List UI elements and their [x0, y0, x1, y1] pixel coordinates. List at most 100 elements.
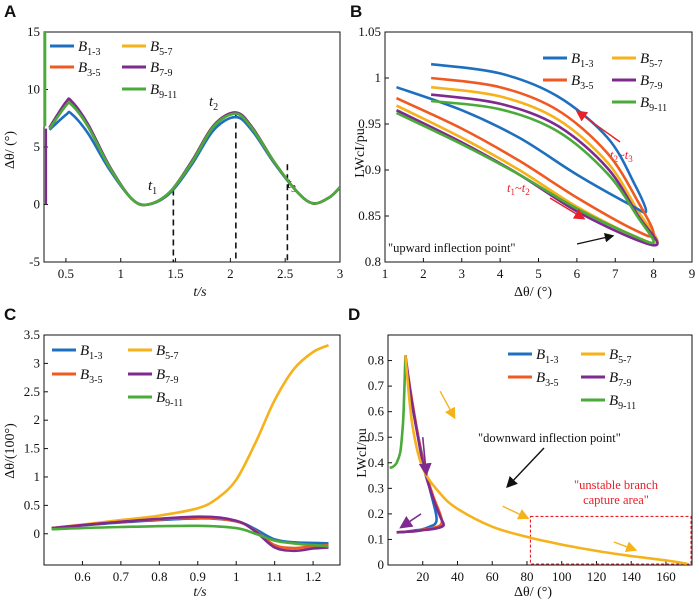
panel-D-legend-label-b911: B9-11 — [609, 393, 636, 412]
legend-base: B — [536, 370, 545, 386]
legend-sub: 9-11 — [618, 401, 636, 412]
panel-B-series-b13 — [396, 62, 648, 215]
legend-sub: 5-7 — [159, 47, 172, 58]
panel-A-ytick-label: 10 — [27, 82, 40, 97]
panel-C-legend-label-b57: B5-7 — [156, 343, 179, 362]
legend-base: B — [640, 73, 649, 89]
panel-C-xtick-label: 0.7 — [113, 569, 130, 584]
legend-base: B — [571, 73, 580, 89]
panel-A-xlabel: t/s — [193, 285, 207, 300]
legend-sub: 3-5 — [87, 68, 100, 79]
panel-B-xtick-label: 1 — [382, 266, 389, 281]
t23-a: t — [610, 148, 614, 162]
panel-B-xtick-label: 3 — [459, 266, 466, 281]
panel-B-xtick-label: 7 — [612, 266, 619, 281]
panel-B-ytick-label: 0.95 — [358, 116, 381, 131]
panel-D-ytick-label: 0.7 — [368, 378, 385, 393]
panel-A-frame — [43, 31, 341, 263]
panel-C-ytick-label: 1 — [34, 469, 41, 484]
panel-B-arrow-inflection — [576, 232, 615, 245]
panel-D-downward-inflection-label: "downward inflection point" — [478, 431, 621, 445]
panel-D-ylabel: LWcI/pu — [355, 428, 370, 478]
panel-B-letter: B — [350, 2, 362, 21]
panel-D-xlabel: Δθ/ (°) — [514, 585, 552, 600]
panel-B-legend-label-b35: B3-5 — [571, 73, 594, 92]
panel-C-xtick-label: 1.1 — [267, 569, 283, 584]
legend-sub: 3-5 — [545, 378, 558, 389]
panel-C-xtick-label: 0.8 — [151, 569, 167, 584]
panel-A-xtick-label: 1 — [117, 266, 124, 281]
panel-D-unstable-label-2: capture area" — [583, 493, 649, 507]
legend-base: B — [609, 393, 618, 409]
t2-base: t — [209, 94, 214, 110]
t12-a: t — [507, 181, 511, 195]
panel-C-legend-label-b35: B3-5 — [80, 367, 103, 386]
panel-A-ylabel: Δθ/ (°) — [3, 131, 18, 169]
panel-C-xlabel: t/s — [193, 585, 207, 600]
legend-sub: 1-3 — [545, 355, 558, 366]
panel-C-legend-label-b13: B1-3 — [80, 343, 103, 362]
panel-C-ytick-label: 3.5 — [24, 327, 40, 342]
panel-B-xtick-label: 6 — [574, 266, 581, 281]
legend-base: B — [640, 95, 649, 111]
panel-D-ytick-label: 0.1 — [368, 531, 384, 546]
panel-B-upward-inflection-label: "upward inflection point" — [388, 241, 516, 255]
panel-C-ytick-label: 0 — [34, 526, 41, 541]
legend-base: B — [156, 367, 165, 383]
panel-D-unstable-capture-box — [529, 515, 692, 565]
panel-C-xtick-label: 1.2 — [305, 569, 321, 584]
panel-C-frame — [43, 334, 341, 566]
panel-D-series-b79 — [396, 355, 445, 534]
panel-D-xtick-label: 60 — [486, 569, 499, 584]
legend-sub: 3-5 — [89, 375, 102, 386]
panel-A-xtick-label: 3 — [337, 266, 344, 281]
panel-D-letter: D — [348, 305, 360, 324]
legend-base: B — [536, 347, 545, 363]
legend-sub: 7-9 — [649, 81, 662, 92]
panel-A-legend-label-b57: B5-7 — [150, 39, 173, 58]
panel-D-ytick-label: 0.5 — [368, 429, 384, 444]
panel-B-xtick-label: 5 — [535, 266, 542, 281]
panel-A-legend-label-b911: B9-11 — [150, 82, 177, 101]
panel-C-letter: C — [4, 305, 16, 324]
t1-base: t — [148, 178, 153, 194]
panel-D-legend-label-b13: B1-3 — [536, 347, 559, 366]
panel-D-arrow-downward — [506, 447, 545, 489]
panel-D-ytick-label: 0.4 — [368, 455, 385, 470]
panel-C-ytick-label: 1.5 — [24, 441, 40, 456]
legend-sub: 9-11 — [165, 398, 183, 409]
panel-D-arrow-purple-down — [418, 437, 432, 477]
t23-as: 2 — [613, 154, 618, 164]
legend-sub: 7-9 — [165, 375, 178, 386]
panel-B-arrow-t1-t2 — [549, 197, 586, 220]
legend-base: B — [640, 51, 649, 67]
panel-D-xtick-label: 100 — [552, 569, 572, 584]
legend-sub: 1-3 — [89, 351, 102, 362]
series-layer — [43, 32, 687, 565]
panel-A-ytick-label: 15 — [27, 24, 40, 39]
panel-D-legend-label-b57: B5-7 — [609, 347, 632, 366]
panel-D-arrow-orange-2 — [502, 505, 530, 520]
panel-B-legend-label-b57: B5-7 — [640, 51, 663, 70]
legend-base: B — [156, 343, 165, 359]
legend-base: B — [150, 39, 159, 55]
panel-A-letter: A — [4, 2, 16, 21]
panel-D-ytick-label: 0.8 — [368, 353, 384, 368]
panel-B-xtick-label: 8 — [650, 266, 657, 281]
panel-D-xtick-label: 80 — [520, 569, 533, 584]
panel-C-legend-label-b79: B7-9 — [156, 367, 179, 386]
panel-C-series-b79 — [51, 515, 329, 553]
panel-B-ytick-label: 0.9 — [365, 162, 381, 177]
panel-B-ylabel: LWcI/pu — [353, 128, 368, 178]
panel-A-legend-label-b13: B1-3 — [78, 39, 101, 58]
legend-sub: 7-9 — [159, 68, 172, 79]
panel-D-xtick-label: 40 — [451, 569, 464, 584]
panel-B-ytick-label: 0.85 — [358, 208, 381, 223]
panel-D-ytick-label: 0.6 — [368, 404, 385, 419]
panel-A-legend-label-b35: B3-5 — [78, 60, 101, 79]
panel-C-legend-label-b911: B9-11 — [156, 390, 183, 409]
legend-base: B — [80, 367, 89, 383]
panel-B-xtick-label: 9 — [689, 266, 696, 281]
